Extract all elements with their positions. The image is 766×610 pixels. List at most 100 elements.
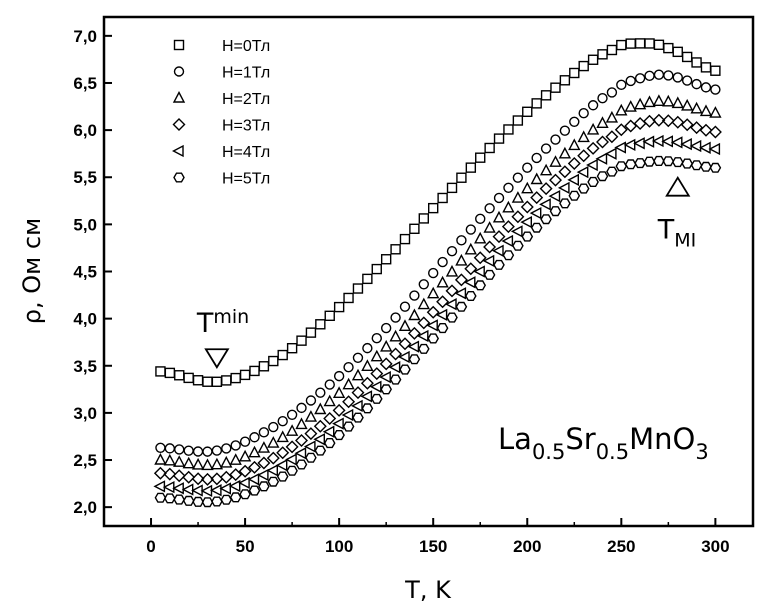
data-point [153, 466, 167, 480]
data-point [698, 141, 711, 154]
data-point [427, 286, 440, 299]
data-point [700, 82, 712, 93]
data-point [332, 417, 344, 430]
data-point [531, 152, 542, 164]
y-tick-label: 6,5 [73, 74, 97, 93]
data-point [501, 234, 514, 248]
data-point [680, 118, 694, 132]
data-point [529, 206, 542, 220]
data-point [192, 446, 204, 457]
data-point [596, 171, 609, 182]
data-point [644, 38, 655, 49]
series-5 [154, 155, 722, 508]
y-tick-label: 4,0 [73, 310, 97, 329]
data-point [285, 453, 297, 466]
data-point [313, 433, 325, 446]
data-point [605, 130, 619, 144]
data-point [163, 453, 176, 466]
data-point [341, 408, 354, 422]
data-point [596, 135, 609, 149]
data-point [709, 162, 722, 173]
data-point [445, 264, 459, 277]
data-point [569, 116, 580, 127]
x-tick-label: 0 [146, 537, 155, 556]
data-point [398, 337, 412, 351]
data-point [567, 157, 581, 170]
data-point [379, 357, 393, 371]
y-tick-label: 2,0 [73, 498, 97, 517]
data-point [323, 412, 337, 425]
data-point [228, 479, 241, 493]
data-point [710, 65, 721, 76]
data-point [491, 244, 504, 257]
data-point [454, 287, 467, 300]
data-point [502, 200, 515, 213]
data-point [446, 246, 458, 257]
data-point [605, 110, 619, 123]
legend-marker [172, 118, 186, 131]
data-point [493, 192, 505, 204]
data-point [155, 366, 166, 377]
data-point [663, 70, 674, 81]
data-point [464, 291, 477, 301]
data-point [351, 368, 365, 381]
data-point [548, 189, 561, 203]
data-point [164, 443, 176, 454]
data-point [191, 472, 205, 486]
data-point [398, 319, 412, 331]
data-point [219, 470, 233, 484]
data-point [191, 457, 205, 470]
data-point [333, 370, 345, 382]
data-point [163, 467, 177, 481]
data-point [624, 100, 637, 112]
data-point [221, 375, 232, 386]
data-point [268, 355, 279, 367]
data-point [219, 482, 232, 495]
data-point [661, 135, 673, 148]
data-point [418, 213, 429, 224]
data-point [558, 146, 572, 159]
x-tick-label: 250 [607, 537, 635, 556]
data-point [671, 115, 685, 129]
data-point [557, 181, 570, 195]
data-point [437, 256, 448, 268]
data-point [286, 342, 298, 354]
data-point [361, 359, 374, 371]
data-point [428, 202, 439, 214]
data-point [164, 367, 176, 379]
data-point [681, 98, 694, 111]
data-point [380, 339, 393, 352]
data-point [409, 223, 420, 234]
data-point [483, 240, 497, 254]
data-point [681, 75, 693, 86]
data-point [427, 333, 440, 344]
data-point [502, 250, 515, 261]
data-point [388, 361, 401, 374]
data-point [220, 494, 233, 505]
data-point [643, 156, 656, 167]
data-point [463, 276, 476, 289]
data-points [153, 38, 722, 508]
legend-label: H=4Тл [222, 144, 270, 161]
data-point [417, 316, 431, 330]
data-point [568, 190, 581, 201]
series-0 [155, 38, 721, 387]
data-point [352, 352, 364, 364]
data-point [597, 93, 608, 104]
data-point [586, 158, 598, 172]
data-point [247, 473, 260, 486]
data-point [436, 323, 449, 334]
data-point [352, 412, 364, 423]
legend-marker [173, 172, 185, 183]
data-point [652, 113, 666, 127]
data-point [644, 70, 655, 82]
annotation-label: TMI [657, 215, 697, 252]
data-point [183, 445, 194, 456]
x-tick-label: 200 [513, 537, 541, 556]
data-point [295, 459, 308, 470]
data-point [181, 483, 194, 496]
legend-label: H=5Тл [222, 171, 270, 188]
data-point [276, 471, 289, 482]
